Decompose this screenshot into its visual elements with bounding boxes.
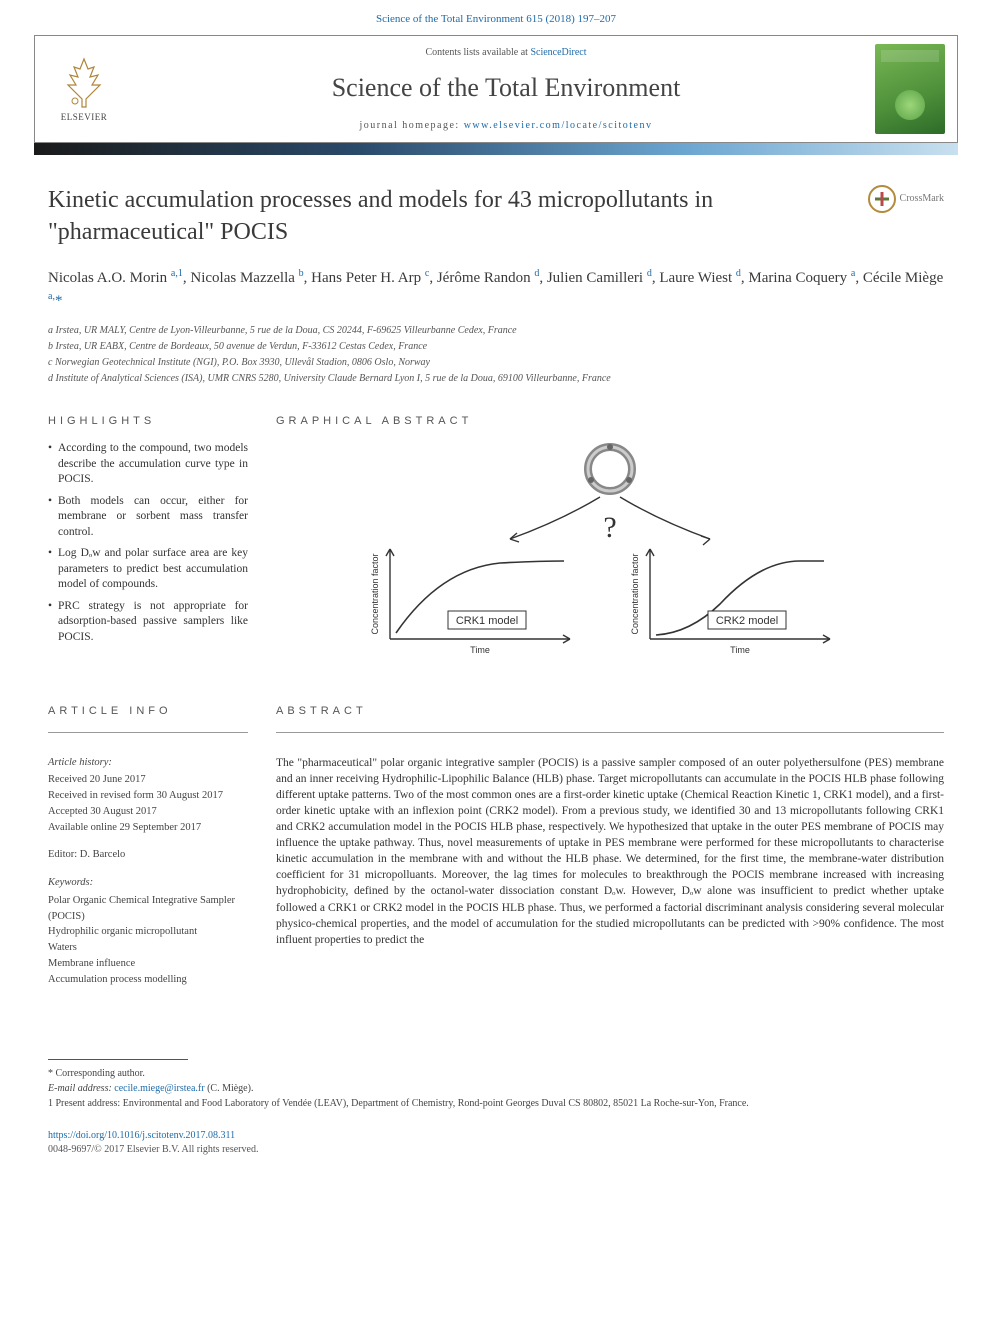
contents-line: Contents lists available at ScienceDirec… [137, 46, 875, 60]
affiliation-line: b Irstea, UR EABX, Centre de Bordeaux, 5… [48, 339, 944, 354]
highlight-item: Log Dₒw and polar surface area are key p… [48, 546, 248, 593]
highlights-heading: HIGHLIGHTS [48, 414, 248, 429]
highlight-item: Both models can occur, either for membra… [48, 494, 248, 541]
sciencedirect-link[interactable]: ScienceDirect [530, 47, 586, 58]
crk1-box-label: CRK1 model [456, 615, 518, 627]
highlight-item: PRC strategy is not appropriate for adso… [48, 599, 248, 646]
doi-link[interactable]: https://doi.org/10.1016/j.scitotenv.2017… [48, 1130, 235, 1141]
article-title: Kinetic accumulation processes and model… [48, 185, 852, 247]
affiliation-line: c Norwegian Geotechnical Institute (NGI)… [48, 355, 944, 370]
svg-text:Concentration factor: Concentration factor [370, 554, 380, 635]
footnote-divider [48, 1059, 188, 1060]
keyword-item: Polar Organic Chemical Integrative Sampl… [48, 893, 248, 925]
footnotes: * Corresponding author. E-mail address: … [48, 1066, 944, 1111]
journal-title: Science of the Total Environment [137, 70, 875, 106]
elsevier-logo: ELSEVIER [47, 49, 121, 129]
abstract-divider [276, 732, 944, 733]
graphical-abstract-heading: GRAPHICAL ABSTRACT [276, 414, 944, 429]
header-gradient-bar [34, 143, 958, 155]
header-center: Contents lists available at ScienceDirec… [137, 46, 875, 132]
keyword-item: Waters [48, 940, 248, 956]
crossmark-badge[interactable]: CrossMark [868, 185, 944, 213]
email-link[interactable]: cecile.miege@irstea.fr [114, 1083, 204, 1094]
article-info-block: Article history: Received 20 June 2017 R… [48, 755, 248, 988]
elsevier-tree-icon [60, 55, 108, 109]
email-label: E-mail address: [48, 1083, 112, 1094]
journal-header-box: ELSEVIER Contents lists available at Sci… [34, 35, 958, 143]
article-info-heading: ARTICLE INFO [48, 704, 248, 719]
crk2-box-label: CRK2 model [716, 615, 778, 627]
contents-prefix: Contents lists available at [425, 47, 530, 58]
homepage-link[interactable]: www.elsevier.com/locate/scitotenv [464, 120, 653, 131]
highlights-list: According to the compound, two models de… [48, 441, 248, 645]
svg-text:Concentration factor: Concentration factor [630, 554, 640, 635]
present-address: 1 Present address: Environmental and Foo… [48, 1096, 944, 1111]
email-person: (C. Miège). [207, 1083, 253, 1094]
graphical-abstract-figure: ? CRK1 model Time Concentration factor [276, 441, 944, 671]
affiliation-line: d Institute of Analytical Sciences (ISA)… [48, 371, 944, 386]
revised-date: Received in revised form 30 August 2017 [48, 788, 248, 804]
elsevier-label: ELSEVIER [61, 111, 108, 124]
doi-block: https://doi.org/10.1016/j.scitotenv.2017… [48, 1129, 944, 1157]
abstract-heading: ABSTRACT [276, 704, 944, 719]
affiliation-line: a Irstea, UR MALY, Centre de Lyon-Villeu… [48, 323, 944, 338]
author-list: Nicolas A.O. Morin a,1, Nicolas Mazzella… [48, 266, 944, 313]
keyword-item: Membrane influence [48, 956, 248, 972]
keyword-item: Hydrophilic organic micropollutant [48, 924, 248, 940]
citation-header: Science of the Total Environment 615 (20… [0, 0, 992, 35]
homepage-prefix: journal homepage: [359, 120, 463, 131]
accepted-date: Accepted 30 August 2017 [48, 804, 248, 820]
abstract-text: The "pharmaceutical" polar organic integ… [276, 755, 944, 948]
corresponding-author: * Corresponding author. [48, 1066, 944, 1081]
highlight-item: According to the compound, two models de… [48, 441, 248, 488]
journal-cover-thumb [875, 44, 945, 134]
crossmark-icon [868, 185, 896, 213]
history-label: Article history: [48, 755, 248, 771]
copyright-line: 0048-9697/© 2017 Elsevier B.V. All right… [48, 1143, 944, 1157]
journal-homepage: journal homepage: www.elsevier.com/locat… [137, 119, 875, 133]
keyword-item: Accumulation process modelling [48, 972, 248, 988]
online-date: Available online 29 September 2017 [48, 820, 248, 836]
editor-line: Editor: D. Barcelo [48, 847, 248, 863]
svg-text:Time: Time [470, 645, 490, 655]
crossmark-label: CrossMark [900, 192, 944, 206]
svg-text:Time: Time [730, 645, 750, 655]
received-date: Received 20 June 2017 [48, 772, 248, 788]
info-divider [48, 732, 248, 733]
affiliations: a Irstea, UR MALY, Centre de Lyon-Villeu… [48, 323, 944, 386]
keywords-label: Keywords: [48, 875, 248, 891]
question-mark: ? [603, 511, 616, 544]
citation-link[interactable]: Science of the Total Environment 615 (20… [376, 13, 616, 25]
